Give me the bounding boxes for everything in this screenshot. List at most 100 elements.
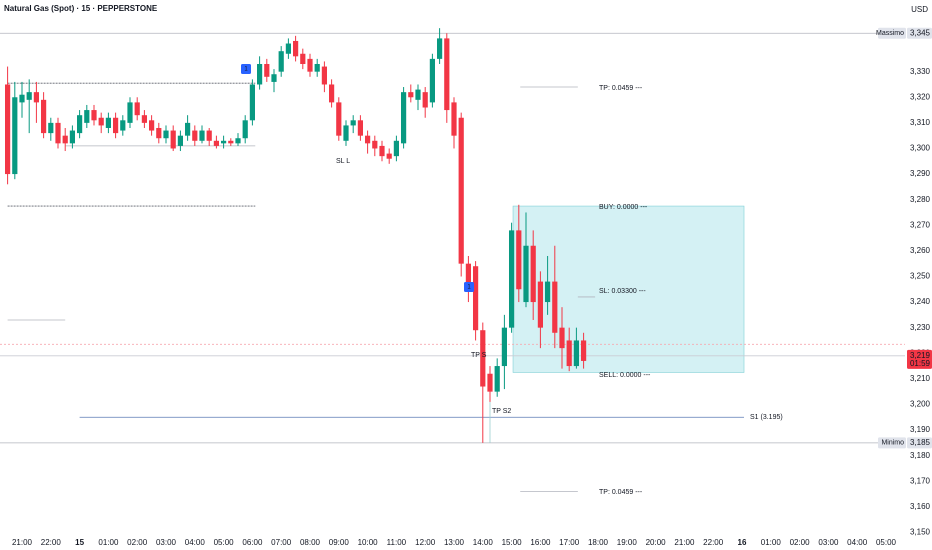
countdown: 01:59 [910, 359, 931, 368]
x-tick-label: 02:00 [790, 538, 811, 547]
annotation: S1 (3.195) [750, 414, 783, 421]
x-tick-label: 13:00 [444, 538, 465, 547]
candle-body [530, 245, 536, 303]
y-tick-label: 3,250 [910, 272, 931, 281]
x-tick-label: 16 [738, 538, 747, 547]
x-tick-label: 19:00 [617, 538, 638, 547]
candle-body [379, 145, 385, 157]
candle-body [328, 84, 335, 103]
candle-body [55, 122, 61, 144]
candle-body [26, 92, 32, 100]
candle-body [5, 84, 11, 175]
x-tick-label: 03:00 [818, 538, 839, 547]
candle-body [480, 330, 486, 387]
annotation: TP: 0.0459 --- [599, 85, 643, 92]
y-tick-label: 3,230 [910, 323, 931, 332]
candle-body [19, 94, 25, 103]
y-tick-label: 3,150 [910, 528, 931, 537]
candle-body [48, 122, 54, 134]
x-tick-label: 15 [75, 538, 84, 547]
currency: USD [911, 5, 928, 14]
candle-body [264, 63, 270, 77]
annotation: TP S2 [492, 408, 511, 415]
candle-body [494, 366, 500, 392]
candle-body [271, 74, 277, 82]
candle-body [357, 120, 363, 136]
candle-body [33, 92, 40, 103]
x-tick-label: 16:00 [530, 538, 551, 547]
candle-body [257, 63, 263, 85]
candle-body [170, 130, 176, 149]
candle-body [444, 38, 450, 111]
y-tick-label: 3,320 [910, 92, 931, 101]
candle-body [149, 120, 155, 131]
candle-body [537, 281, 543, 328]
x-tick-label: 17:00 [559, 538, 580, 547]
x-tick-label: 22:00 [703, 538, 724, 547]
candle-body [429, 58, 435, 103]
x-tick-label: 05:00 [876, 538, 897, 547]
level-name-box [878, 437, 906, 449]
candle-body [177, 135, 184, 146]
price-tag [907, 437, 932, 449]
price-tag-label: 3,219 [910, 351, 931, 360]
y-tick-label: 3,270 [910, 220, 931, 229]
x-tick-label: 03:00 [156, 538, 177, 547]
x-tick-label: 21:00 [12, 538, 33, 547]
candle-body [364, 135, 371, 144]
candle-body [307, 58, 313, 72]
candle-body [127, 102, 133, 123]
candle-body [501, 327, 507, 367]
candle-body [573, 340, 579, 367]
y-tick-label: 3,240 [910, 297, 931, 306]
position-box [512, 205, 745, 373]
candle-body [580, 340, 587, 361]
candle-body [422, 92, 428, 108]
x-tick-label: 01:00 [761, 538, 782, 547]
candle-body [242, 120, 248, 139]
candle-body [141, 115, 148, 123]
candle-body [62, 135, 68, 144]
candle-body [249, 84, 256, 121]
x-tick-label: 04:00 [847, 538, 868, 547]
candle-body [458, 117, 464, 264]
candle-body [12, 97, 18, 175]
candle-body [343, 125, 349, 141]
candle-body [120, 120, 126, 131]
candle-body [163, 130, 169, 139]
y-tick-label: 3,260 [910, 246, 931, 255]
candle-body [559, 327, 565, 349]
candle-body [321, 66, 327, 85]
x-tick-label: 10:00 [358, 538, 379, 547]
candle-body [192, 130, 198, 141]
candle-body [134, 102, 140, 116]
price-tag-label: 3,345 [910, 28, 931, 37]
candle-body [465, 263, 471, 285]
candle-body [314, 63, 320, 72]
annotation: SELL: 0.0000 --- [599, 372, 651, 379]
annotation: BUY: 0.0000 --- [599, 204, 648, 211]
candle-body [156, 127, 162, 139]
candle-body [235, 138, 241, 144]
x-tick-label: 09:00 [329, 538, 350, 547]
candle-body [508, 230, 515, 328]
candle-body [516, 230, 522, 290]
y-tick-label: 3,290 [910, 169, 931, 178]
y-tick-label: 3,330 [910, 67, 931, 76]
x-tick-label: 05:00 [214, 538, 235, 547]
candle-body [77, 115, 83, 134]
candle-body [552, 281, 558, 333]
x-tick-label: 18:00 [588, 538, 609, 547]
x-tick-label: 20:00 [646, 538, 667, 547]
x-tick-label: 22:00 [41, 538, 62, 547]
candle-body [372, 140, 378, 149]
annotation: SL L [336, 158, 350, 165]
candle-body [386, 153, 392, 159]
y-tick-label: 3,170 [910, 476, 931, 485]
candle-body [451, 102, 457, 136]
candle-body [41, 99, 47, 134]
price-tag-label: 3,185 [910, 438, 931, 447]
candle-body [415, 89, 421, 100]
x-tick-label: 14:00 [473, 538, 494, 547]
